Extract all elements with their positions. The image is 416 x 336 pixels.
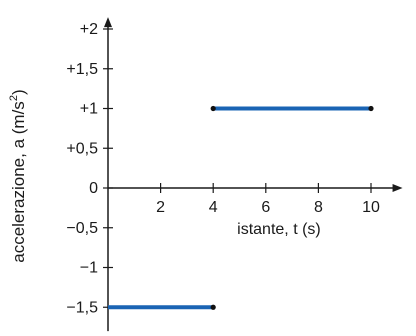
y-tick-label: +0,5 (66, 140, 98, 157)
series-group (108, 105, 374, 310)
x-axis-label: istante, t (s) (237, 221, 321, 238)
y-axis-label: accelerazione, a (m/s2) (8, 89, 28, 262)
y-tick-label: +2 (80, 21, 98, 38)
ticks-group: 2 4 6 8 10 +2 +1,5 +1 +0,5 0 −0,5 −1 −1,5 (66, 21, 380, 316)
y-axis-arrow (104, 17, 112, 28)
x-tick-label: 2 (156, 199, 165, 216)
y-axis-label-superscript: 2 (8, 95, 20, 101)
y-tick-label: −1,5 (66, 299, 98, 316)
x-tick-label: 6 (261, 199, 270, 216)
y-tick-label: +1,5 (66, 61, 98, 78)
segment-endpoint (368, 105, 374, 112)
y-tick-label: +1 (80, 101, 98, 118)
y-axis-label-main: accelerazione, a (m/s (9, 101, 28, 263)
x-tick-label: 10 (362, 199, 380, 216)
y-axis-label-end: ) (9, 89, 28, 95)
x-tick-label: 8 (314, 199, 323, 216)
y-tick-label: 0 (89, 180, 98, 197)
y-tick-label: −0,5 (66, 220, 98, 237)
segment-endpoint (210, 105, 216, 112)
y-tick-label: −1 (80, 260, 98, 277)
segment-endpoint (210, 304, 216, 310)
x-axis-arrow (392, 184, 403, 192)
x-tick-label: 4 (209, 199, 218, 216)
axes-group (104, 17, 403, 332)
